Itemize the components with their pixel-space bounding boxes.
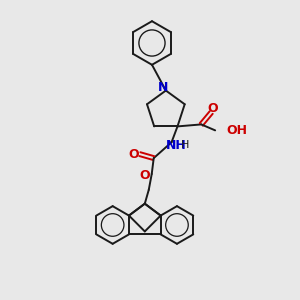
Text: O: O (140, 169, 150, 182)
Text: H: H (181, 140, 190, 150)
Text: O: O (208, 102, 218, 115)
Text: NH: NH (166, 139, 187, 152)
Text: OH: OH (226, 124, 247, 137)
Text: O: O (129, 148, 139, 160)
Text: N: N (158, 81, 168, 94)
